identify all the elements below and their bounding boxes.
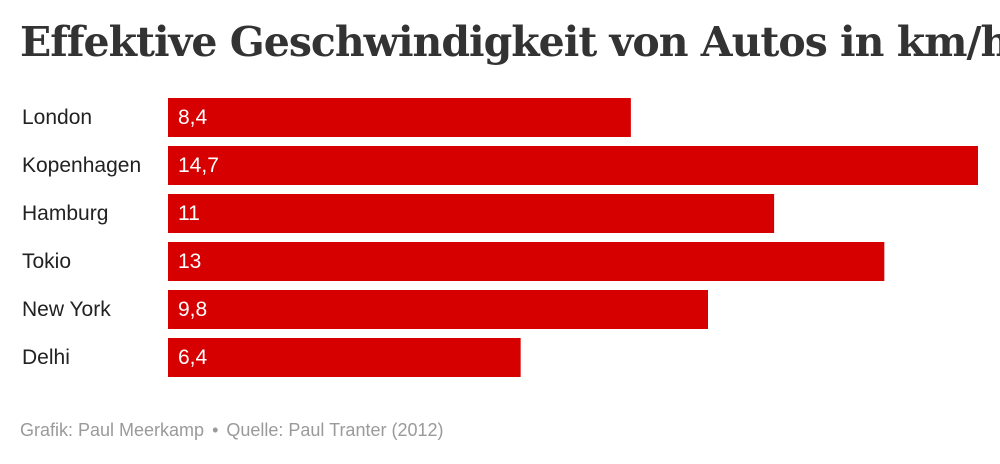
chart-footer: Grafik: Paul Meerkamp • Quelle: Paul Trant… xyxy=(20,420,444,441)
bar xyxy=(168,98,631,137)
value-label: 9,8 xyxy=(178,298,207,321)
bar xyxy=(168,338,521,377)
footer-source: Quelle: Paul Tranter (2012) xyxy=(226,420,444,440)
category-label: Tokio xyxy=(22,250,71,273)
value-label: 13 xyxy=(178,250,201,273)
category-label: New York xyxy=(22,298,111,321)
value-label: 8,4 xyxy=(178,106,208,129)
footer-separator: • xyxy=(212,420,219,440)
category-label: Hamburg xyxy=(22,202,108,225)
value-label: 11 xyxy=(178,202,200,225)
bar xyxy=(168,194,775,233)
bar xyxy=(168,290,708,329)
category-label: Delhi xyxy=(22,346,70,369)
category-label: London xyxy=(22,106,92,129)
value-label: 6,4 xyxy=(178,346,208,369)
bar xyxy=(168,242,885,281)
chart-title: Effektive Geschwindigkeit von Autos in k… xyxy=(20,18,1000,66)
bar xyxy=(168,146,978,185)
footer-credit: Grafik: Paul Meerkamp xyxy=(20,420,205,440)
category-label: Kopenhagen xyxy=(22,154,141,177)
value-label: 14,7 xyxy=(178,154,219,177)
